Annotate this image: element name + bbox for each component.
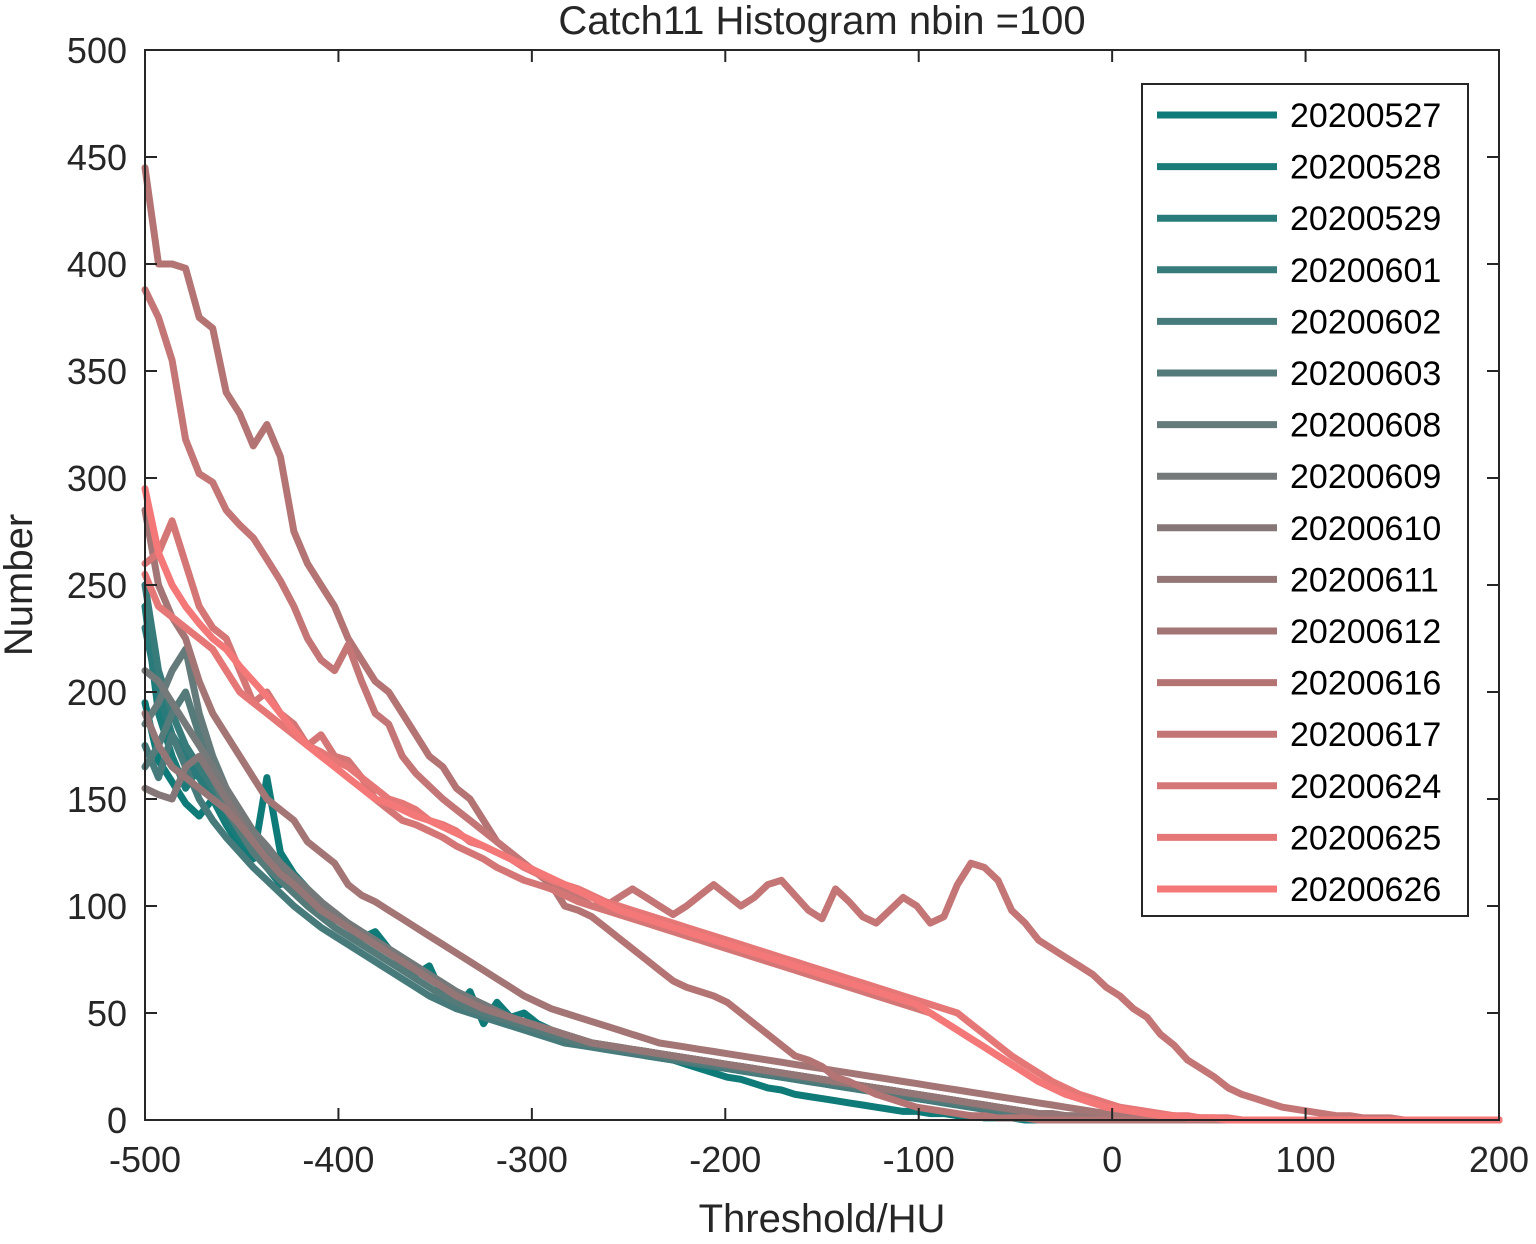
legend-entry: 20200625 — [1290, 819, 1441, 857]
legend-entry: 20200529 — [1290, 200, 1441, 238]
legend: 20200527 20200528 20200529 20200601 20200602… — [1141, 83, 1469, 917]
legend-entry: 20200528 — [1290, 149, 1441, 187]
legend-entry: 20200611 — [1290, 561, 1439, 599]
y-tick-label: 400 — [67, 244, 127, 285]
y-tick-label: 300 — [67, 458, 127, 499]
legend-entry: 20200608 — [1290, 407, 1441, 445]
legend-entry: 20200610 — [1290, 510, 1441, 548]
y-tick-label: 250 — [67, 565, 127, 606]
x-axis: -500 -400 -300 -200 -100 0 100 200 — [109, 50, 1529, 1180]
y-tick-label: 200 — [67, 672, 127, 713]
y-tick-label: 100 — [67, 886, 127, 927]
legend-entry: 20200617 — [1290, 716, 1441, 754]
legend-entry: 20200603 — [1290, 355, 1441, 393]
y-axis: 0 50 100 150 200 250 300 350 400 450 500 — [67, 30, 1499, 1141]
legend-entry: 20200602 — [1290, 303, 1441, 341]
y-axis-label: Number — [0, 514, 41, 656]
legend-entry: 20200624 — [1290, 768, 1441, 806]
x-tick-label: -500 — [109, 1139, 181, 1180]
legend-entry: 20200609 — [1290, 458, 1441, 496]
y-tick-label: 450 — [67, 137, 127, 178]
series-line-20200617 — [141, 286, 1503, 1124]
legend-entry: 20200616 — [1290, 665, 1441, 703]
legend-box — [1141, 83, 1469, 917]
legend-entry: 20200626 — [1290, 871, 1441, 909]
x-tick-label: -400 — [302, 1139, 374, 1180]
y-tick-label: 0 — [107, 1100, 127, 1141]
legend-entry: 20200612 — [1290, 613, 1441, 651]
y-tick-label: 150 — [67, 779, 127, 820]
y-tick-label: 50 — [87, 993, 127, 1034]
x-tick-label: 200 — [1469, 1139, 1529, 1180]
y-tick-label: 500 — [67, 30, 127, 71]
x-tick-label: -200 — [689, 1139, 761, 1180]
x-axis-label: Threshold/HU — [699, 1197, 946, 1241]
x-tick-label: -100 — [883, 1139, 955, 1180]
chart-title: Catch11 Histogram nbin =100 — [558, 0, 1085, 43]
x-tick-label: 0 — [1102, 1139, 1122, 1180]
x-tick-label: 100 — [1276, 1139, 1336, 1180]
legend-entry: 20200601 — [1290, 252, 1441, 290]
y-tick-label: 350 — [67, 351, 127, 392]
x-tick-label: -300 — [496, 1139, 568, 1180]
legend-entry: 20200527 — [1290, 97, 1441, 135]
